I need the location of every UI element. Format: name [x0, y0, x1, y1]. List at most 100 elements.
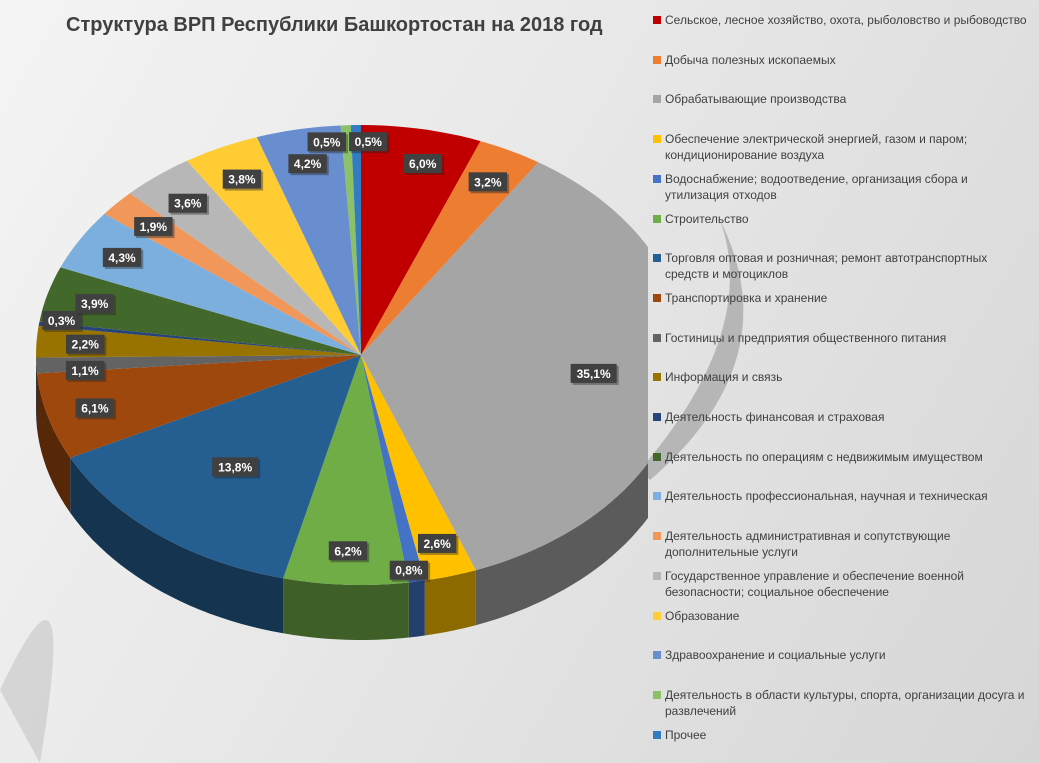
data-label: 6,1% [81, 401, 109, 415]
pie-slice [36, 325, 361, 358]
legend-swatch [653, 373, 661, 382]
legend-swatch [653, 293, 661, 302]
legend-label: Образование [665, 608, 740, 623]
data-label: 4,3% [108, 251, 136, 265]
legend-swatch [653, 254, 661, 263]
legend: Сельское, лесное хозяйство, охота, рыбол… [648, 0, 1032, 763]
data-label: 2,2% [72, 338, 100, 352]
pie-slice [283, 355, 409, 585]
legend-label: Транспортировка и хранение [665, 290, 828, 305]
chart-title: Структура ВРП Республики Башкортостан на… [66, 14, 603, 36]
data-label-box [288, 154, 327, 174]
legend-item: Добыча полезных ископаемых [653, 52, 1033, 68]
data-label-box [168, 193, 207, 213]
legend-label: Деятельность административная и сопутств… [665, 529, 951, 560]
data-label: 1,1% [71, 364, 99, 378]
legend-item: Деятельность административная и сопутств… [653, 528, 1033, 560]
pie-slice-side [37, 373, 71, 513]
legend-swatch [653, 651, 661, 660]
data-label: 3,8% [228, 173, 256, 187]
pie-slice [361, 125, 481, 355]
data-label-box [570, 363, 617, 383]
legend-item: Сельское, лесное хозяйство, охота, рыбол… [653, 12, 1033, 28]
legend-item: Информация и связь [653, 369, 1033, 385]
legend-swatch [653, 611, 661, 620]
legend-label: Торговля оптовая и розничная; ремонт авт… [665, 251, 988, 282]
legend-label: Деятельность финансовая и страховая [665, 410, 885, 424]
pie-slice-side [283, 578, 409, 640]
data-label-box [468, 172, 508, 192]
legend-label: Прочее [665, 727, 707, 742]
pie-chart: 6,0% 3,2% 35,1% 2,6%0,8% 6,2% 13,8% 6,1% 1,1% 2,… [36, 125, 648, 640]
data-label: 0,3% [48, 314, 76, 328]
pie-slice [350, 125, 361, 355]
legend-swatch [653, 452, 661, 461]
legend-label: Здравоохранение и социальные услуги [665, 648, 886, 663]
legend-label: Гостиницы и предприятия общественного пи… [665, 330, 947, 345]
legend-swatch [653, 174, 661, 183]
legend-label: Водоснабжение; водоотведение, организаци… [665, 171, 968, 202]
legend-label: Сельское, лесное хозяйство, охота, рыбол… [665, 13, 1027, 27]
legend-label: Деятельность по операциям с недвижимым и… [665, 449, 983, 464]
legend-swatch [653, 333, 661, 342]
data-label: 3,9% [81, 297, 109, 311]
data-label: 2,6% [423, 537, 451, 551]
data-label: 35,1% [577, 367, 611, 381]
data-label: 6,2% [334, 544, 362, 558]
pie-slice [340, 125, 361, 355]
data-label: 3,6% [174, 197, 202, 211]
legend-swatch [653, 690, 661, 699]
data-label: 0,5% [313, 135, 341, 149]
data-label: 13,8% [218, 460, 252, 474]
legend-item: Прочее [653, 727, 1033, 743]
data-label: 4,2% [294, 157, 322, 171]
pie-slice-side [36, 357, 37, 429]
data-label-box [65, 360, 105, 380]
pie-slice-side [424, 570, 476, 636]
legend-item: Здравоохранение и социальные услуги [653, 647, 1033, 663]
data-label-box [102, 247, 142, 267]
data-label: 1,9% [140, 220, 168, 234]
data-label-box [212, 457, 259, 477]
pie-slice [36, 355, 361, 374]
legend-label: Деятельность профессиональная, научная и… [665, 489, 988, 504]
legend-item: Обрабатывающие производства [653, 91, 1033, 107]
pie-slice [361, 162, 648, 571]
legend-label: Информация и связь [665, 370, 783, 385]
data-label-box [42, 310, 81, 330]
pie-slice [37, 355, 361, 458]
legend-swatch [653, 214, 661, 223]
data-label: 0,8% [395, 564, 423, 578]
legend-swatch [653, 532, 661, 541]
data-label-box [417, 533, 457, 553]
pie-slice-side [408, 580, 425, 638]
legend-item: Деятельность по операциям с недвижимым и… [653, 449, 1033, 465]
legend-item: Торговля оптовая и розничная; ремонт авт… [653, 250, 1033, 282]
data-label-box [222, 169, 262, 189]
pie-slice-side [475, 462, 648, 626]
pie-slice-side [70, 457, 284, 634]
pie-slice [39, 267, 361, 355]
legend-label: Деятельность в области культуры, спорта,… [665, 687, 1025, 718]
legend-item: Транспортировка и хранение [653, 290, 1033, 306]
data-label-box [75, 294, 114, 314]
data-label-box [307, 132, 346, 152]
legend-item: Государственное управление и обеспечение… [653, 568, 1033, 600]
legend-item: Деятельность финансовая и страховая [653, 409, 1033, 425]
legend-item: Гостиницы и предприятия общественного пи… [653, 330, 1033, 346]
pie-slice [361, 141, 539, 355]
data-label: 0,5% [355, 135, 383, 149]
legend-label: Обрабатывающие производства [665, 92, 847, 107]
legend-item: Строительство [653, 211, 1033, 227]
legend-item: Обеспечение электрической энергией, газо… [653, 131, 1033, 163]
legend-item: Образование [653, 608, 1033, 624]
legend-swatch [653, 730, 661, 739]
data-label-box [66, 334, 105, 354]
legend-swatch [653, 55, 661, 64]
data-label-box [349, 132, 388, 152]
pie-slice [187, 137, 361, 355]
legend-swatch [653, 95, 661, 104]
data-label-box [403, 153, 442, 173]
data-label-box [389, 560, 429, 580]
data-label-box [75, 398, 115, 418]
